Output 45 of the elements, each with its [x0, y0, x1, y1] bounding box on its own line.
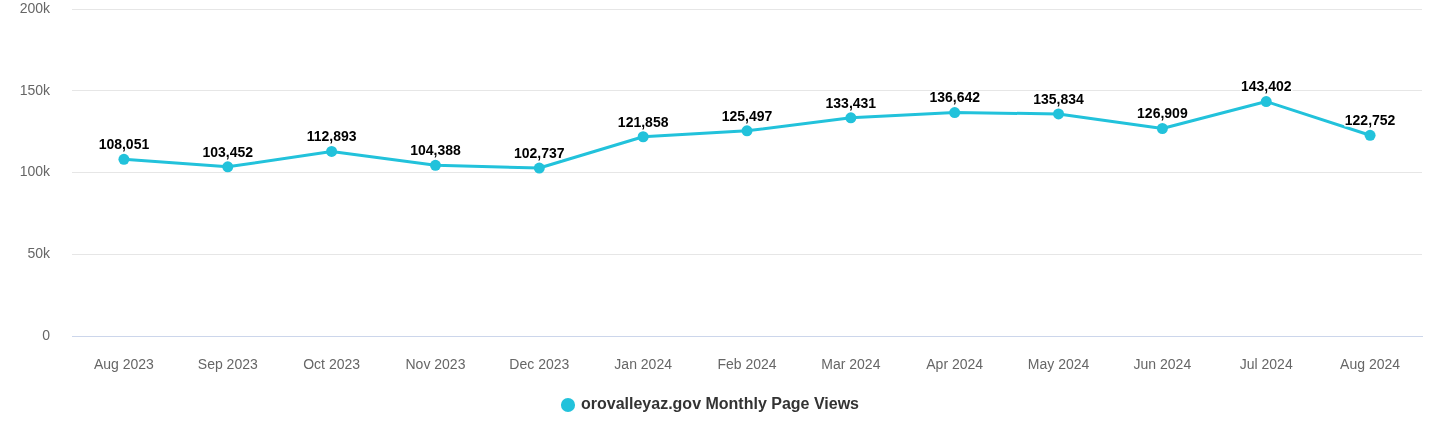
legend-label: orovalleyaz.gov Monthly Page Views [580, 395, 860, 413]
point [1364, 129, 1376, 141]
x-tick-label: Aug 2023 [93, 356, 155, 373]
data-label: 133,431 [825, 94, 877, 111]
x-tick-label: Mar 2024 [821, 356, 881, 373]
point [1053, 108, 1065, 120]
point [637, 131, 649, 143]
x-tick-label: Nov 2023 [405, 356, 466, 373]
y-tick-label: 200k [19, 0, 51, 16]
y-tick-label: 150k [19, 81, 51, 98]
data-label: 108,051 [98, 136, 150, 153]
x-tick-label: Sep 2023 [197, 356, 258, 373]
point [429, 159, 441, 171]
y-tick-label: 100k [19, 163, 51, 180]
data-label: 102,737 [514, 144, 565, 161]
data-label: 135,834 [1033, 90, 1085, 107]
x-tick-label: Jul 2024 [1239, 356, 1293, 373]
y-tick-label: 0 [42, 326, 51, 343]
data-label: 136,642 [929, 89, 981, 106]
x-tick-label: Aug 2024 [1340, 356, 1401, 373]
point [949, 107, 961, 119]
point [222, 161, 234, 173]
x-tick-label: Oct 2023 [303, 356, 361, 373]
data-label: 122,752 [1344, 112, 1396, 129]
x-tick-label: Dec 2023 [509, 356, 570, 373]
data-label: 121,858 [617, 113, 669, 130]
point [533, 162, 545, 174]
data-label: 103,452 [202, 143, 254, 160]
data-label: 143,402 [1240, 78, 1292, 95]
y-tick-label: 50k [27, 245, 51, 262]
x-tick-label: Apr 2024 [926, 356, 984, 373]
data-label: 104,388 [410, 142, 461, 159]
data-label: 125,497 [721, 107, 773, 124]
x-tick-label: Feb 2024 [717, 356, 777, 373]
x-tick-label: Jan 2024 [614, 356, 673, 373]
x-tick-label: Jun 2024 [1133, 356, 1192, 373]
x-tick-label: May 2024 [1027, 356, 1090, 373]
data-label: 126,909 [1137, 105, 1188, 122]
data-label: 112,893 [306, 128, 357, 145]
point [1156, 123, 1168, 134]
point [741, 125, 753, 137]
point [326, 145, 338, 157]
point [845, 112, 857, 124]
point [1260, 96, 1272, 108]
point [118, 153, 130, 165]
